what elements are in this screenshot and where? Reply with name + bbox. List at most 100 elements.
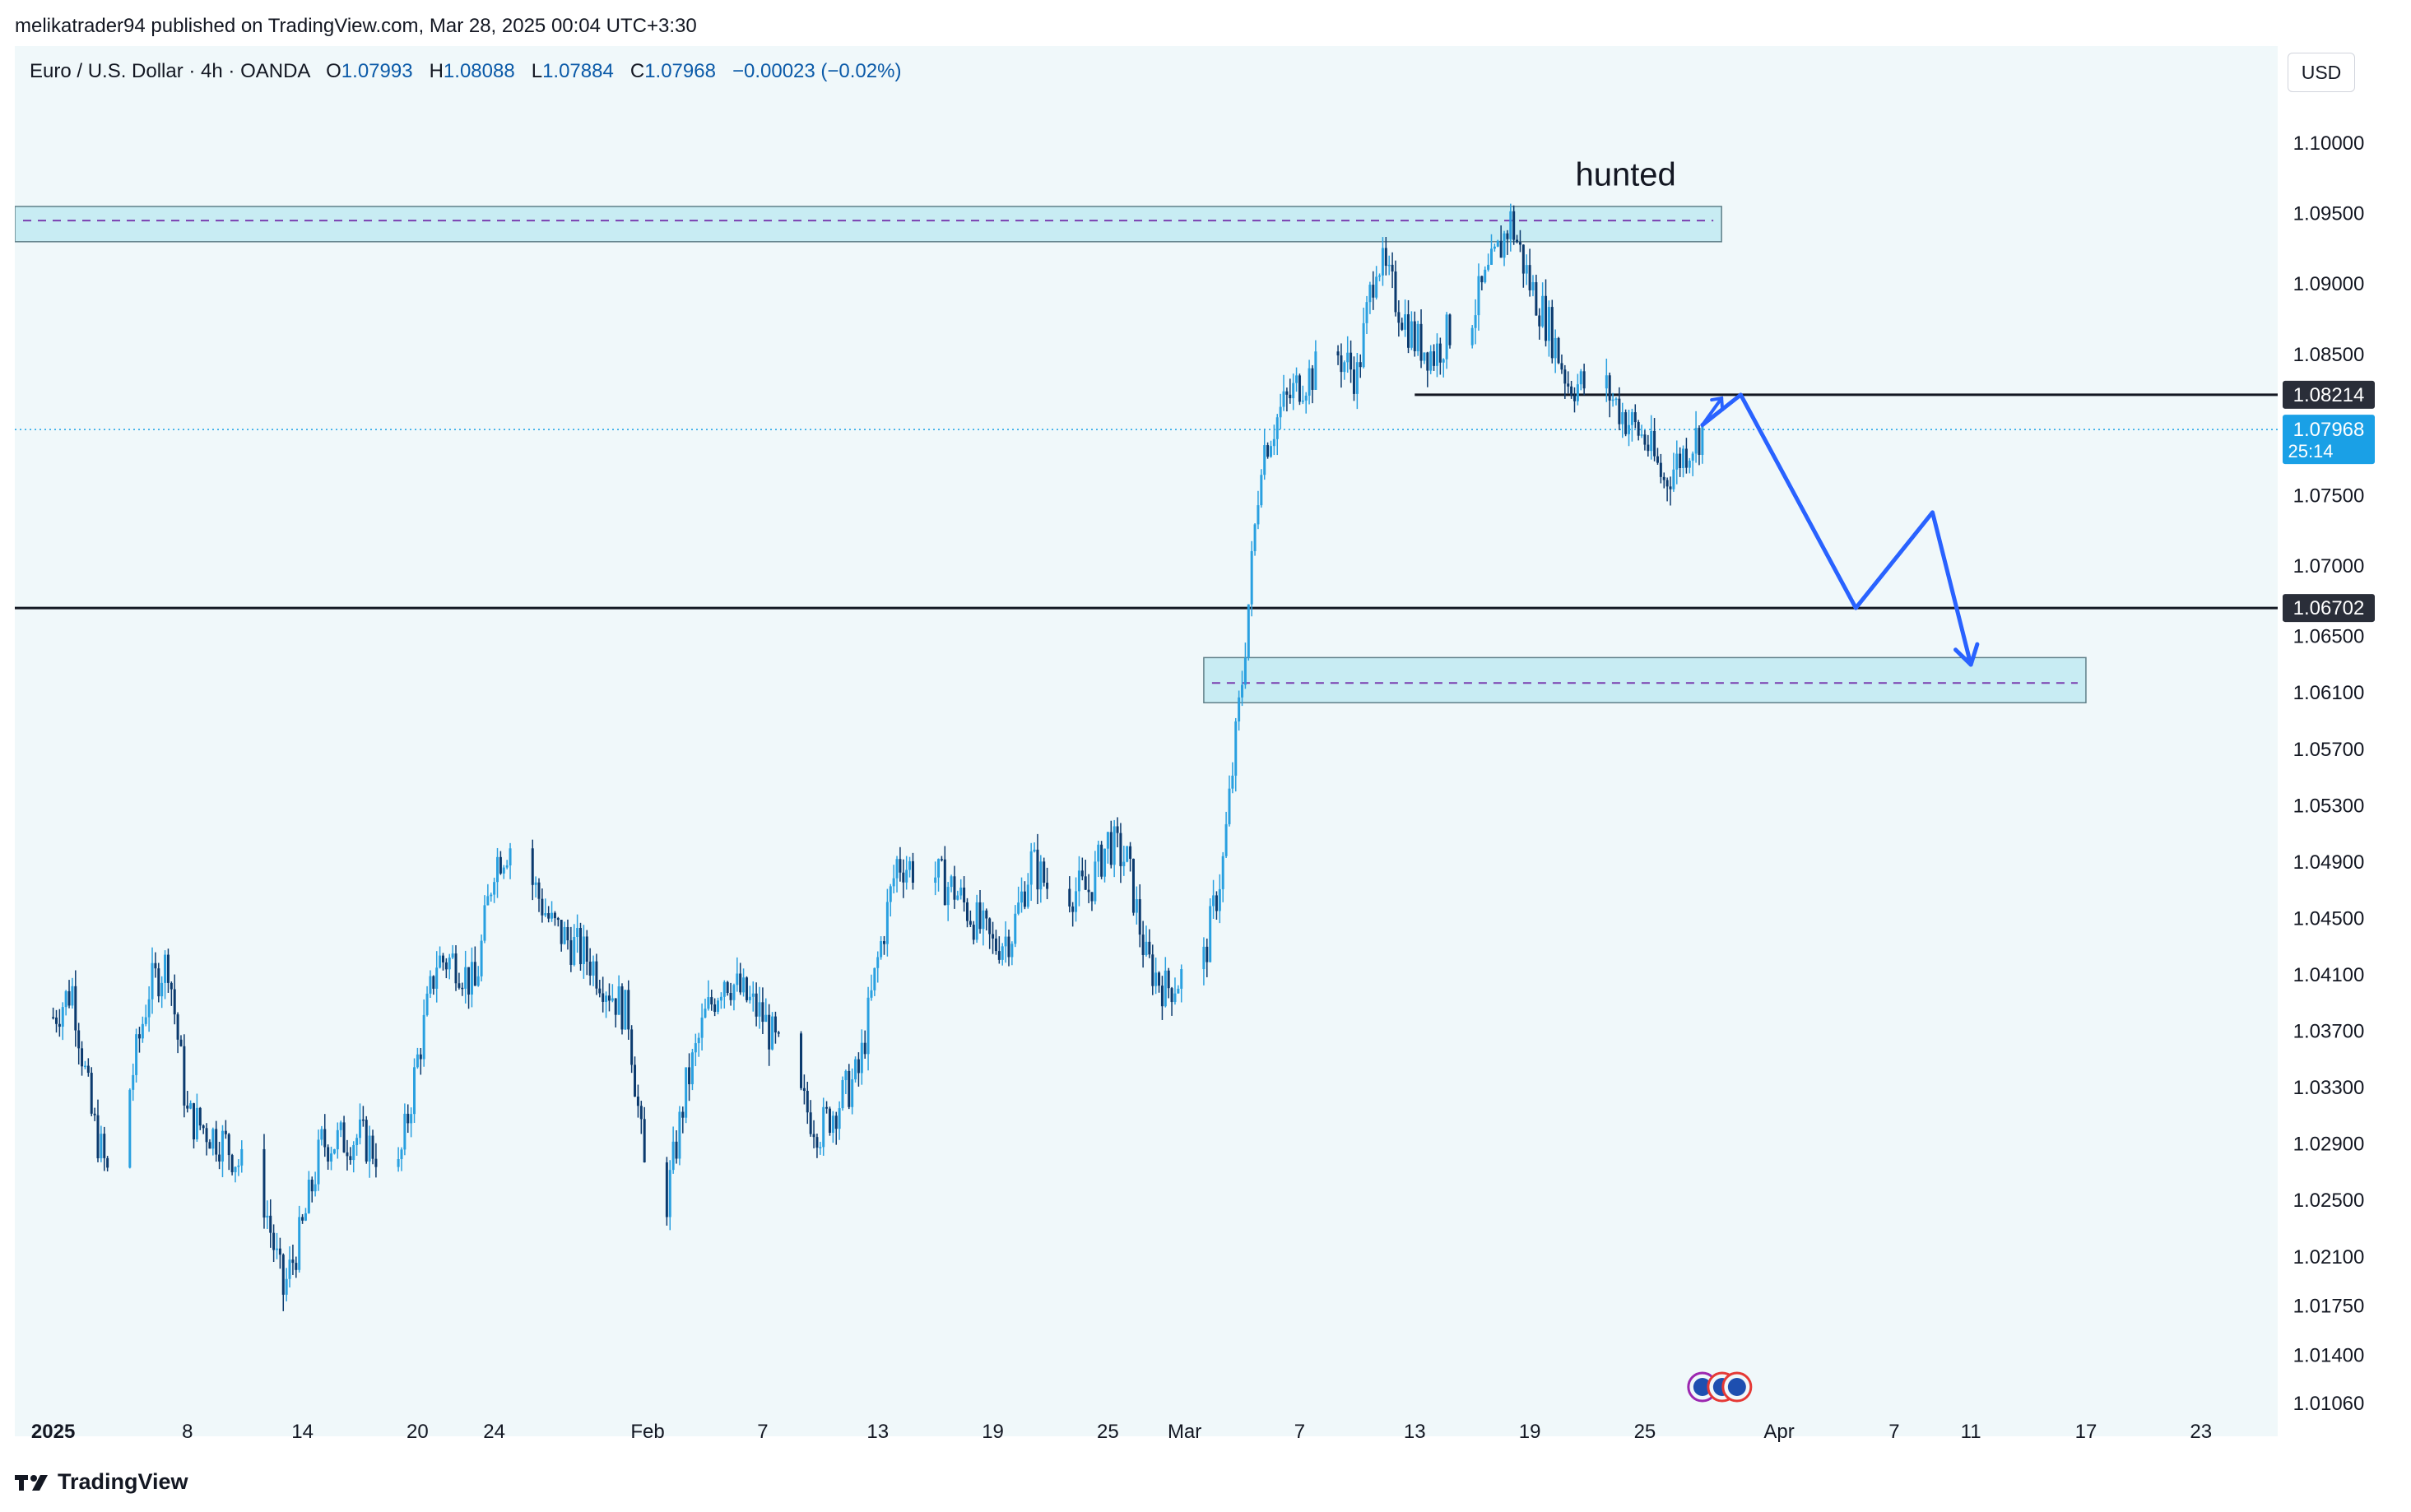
candle-down <box>1084 876 1087 890</box>
candle-down <box>595 961 598 989</box>
candle-down <box>1397 312 1401 323</box>
candle-up <box>694 1043 697 1053</box>
candle-up <box>1487 264 1490 270</box>
candle-up <box>144 1017 147 1024</box>
candle-up <box>1628 424 1631 434</box>
zones <box>15 206 2087 703</box>
candle-down <box>1266 445 1270 457</box>
candle-down <box>202 1125 205 1129</box>
candle-down <box>1518 242 1521 245</box>
candle-down <box>607 995 611 1001</box>
current-price-label: 1.07968 <box>2293 419 2365 441</box>
candle-down <box>1119 833 1122 866</box>
candle-up <box>211 1129 215 1149</box>
candle-down <box>198 1107 202 1126</box>
currency-button[interactable]: USD <box>2288 53 2355 92</box>
candle-up <box>582 936 585 965</box>
candle-down <box>1653 430 1656 457</box>
candle-down <box>1350 352 1353 370</box>
candle-down <box>815 1137 819 1148</box>
candle-up <box>1295 375 1298 383</box>
candle-up <box>905 870 908 883</box>
candle-down <box>1148 941 1151 955</box>
candle-up <box>332 1149 336 1154</box>
candle-up <box>1314 351 1317 390</box>
candle-up <box>722 981 726 997</box>
candle-up <box>336 1129 339 1150</box>
candle-down <box>566 926 569 941</box>
candle-down <box>569 940 573 965</box>
candle-up <box>368 1135 371 1162</box>
candle-up <box>1029 851 1033 885</box>
candle-up <box>860 1042 863 1074</box>
candle-up <box>1228 788 1231 824</box>
candle-down <box>994 938 997 952</box>
candle-up <box>1177 988 1180 994</box>
candle-down <box>1206 946 1209 962</box>
candle-up <box>1075 891 1078 912</box>
candle-down <box>1698 428 1701 455</box>
candle-up <box>1346 352 1350 363</box>
candle-down <box>739 973 742 993</box>
candle-down <box>74 986 77 1031</box>
candle-down <box>1087 889 1090 893</box>
candle-down <box>598 988 602 994</box>
candle-up <box>838 1108 841 1129</box>
candle-down <box>620 986 624 1030</box>
candle-up <box>592 961 595 976</box>
candle-down <box>1167 970 1170 989</box>
candle-down <box>1043 861 1046 883</box>
candles <box>52 203 1704 1311</box>
candle-up <box>1611 399 1614 401</box>
candle-up <box>502 867 505 874</box>
open-label: O <box>326 60 341 82</box>
x-tick-label: Mar <box>1168 1421 1201 1443</box>
y-tick-label: 1.05700 <box>2293 739 2365 761</box>
symbol-legend: Euro / U.S. Dollar · 4h · OANDA O1.07993… <box>30 60 901 83</box>
candle-up <box>690 1052 694 1084</box>
x-tick-label: Apr <box>1763 1421 1794 1443</box>
y-tick-label: 1.05300 <box>2293 795 2365 817</box>
chart-area[interactable]: hunted 1.10000 1.09500 1.09000 1.08500 1.075… <box>15 46 2396 1456</box>
candle-down <box>52 1017 55 1018</box>
projection-arrowhead <box>1953 642 1980 667</box>
candle-up <box>1614 398 1618 401</box>
candle-down <box>768 1014 771 1050</box>
candle-up <box>704 1009 707 1018</box>
candle-down <box>183 1046 186 1106</box>
candle-up <box>1691 453 1694 461</box>
candle-up <box>1106 832 1109 849</box>
candle-down <box>1572 395 1576 401</box>
candle-up <box>1292 383 1295 399</box>
candle-down <box>1391 264 1394 272</box>
x-tick-label: 14 <box>291 1421 314 1443</box>
candle-up <box>1113 826 1116 865</box>
price-chart[interactable]: hunted 1.10000 1.09500 1.09000 1.08500 1.075… <box>15 46 2396 1456</box>
candle-down <box>310 1180 314 1192</box>
candle-up <box>314 1184 317 1192</box>
candle-down <box>1298 375 1301 402</box>
candle-down <box>441 955 444 962</box>
x-tick-label: 25 <box>1634 1421 1656 1443</box>
low-value: 1.07884 <box>542 60 614 82</box>
candle-down <box>432 976 435 989</box>
candle-down <box>467 967 471 995</box>
candle-down <box>1080 870 1084 877</box>
candle-up <box>496 856 499 883</box>
candle-up <box>1675 453 1679 470</box>
candle-down <box>458 983 461 988</box>
candle-down <box>301 1217 304 1221</box>
candle-down <box>327 1147 330 1162</box>
candle-down <box>406 1113 410 1124</box>
candle-up <box>771 1016 774 1050</box>
candle-down <box>90 1073 93 1114</box>
candle-up <box>1234 721 1238 776</box>
candle-down <box>579 928 582 965</box>
candle-down <box>969 921 972 925</box>
footer-brand[interactable]: TradingView <box>15 1469 188 1495</box>
x-tick-label: 23 <box>2190 1421 2212 1443</box>
candle-down <box>761 1002 764 1023</box>
candle-up <box>61 1007 64 1027</box>
x-tick-label: 7 <box>1888 1421 1899 1443</box>
